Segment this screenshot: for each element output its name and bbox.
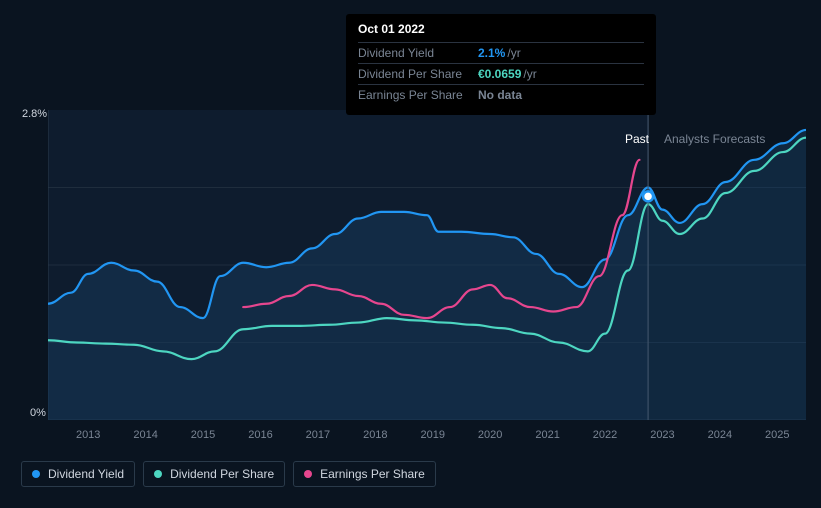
tooltip-row: Dividend Per Share €0.0659 /yr bbox=[358, 64, 644, 85]
legend-item-dividend-yield[interactable]: Dividend Yield bbox=[21, 461, 135, 487]
x-tick: 2025 bbox=[765, 429, 789, 441]
tooltip-label: Dividend Yield bbox=[358, 46, 478, 60]
tooltip-row: Dividend Yield 2.1% /yr bbox=[358, 43, 644, 64]
x-tick: 2023 bbox=[650, 429, 674, 441]
x-tick: 2024 bbox=[708, 429, 732, 441]
x-tick: 2016 bbox=[248, 429, 272, 441]
region-past-label: Past bbox=[625, 132, 649, 146]
tooltip-value: 2.1% bbox=[478, 46, 505, 60]
tooltip-label: Earnings Per Share bbox=[358, 88, 478, 102]
legend-dot-icon bbox=[32, 470, 40, 478]
x-tick: 2017 bbox=[306, 429, 330, 441]
tooltip-value: €0.0659 bbox=[478, 67, 521, 81]
tooltip-unit: /yr bbox=[523, 67, 536, 81]
x-tick: 2022 bbox=[593, 429, 617, 441]
x-tick: 2019 bbox=[420, 429, 444, 441]
x-tick: 2013 bbox=[76, 429, 100, 441]
legend-dot-icon bbox=[154, 470, 162, 478]
chart-tooltip: Oct 01 2022 Dividend Yield 2.1% /yr Divi… bbox=[346, 14, 656, 115]
tooltip-label: Dividend Per Share bbox=[358, 67, 478, 81]
x-tick: 2015 bbox=[191, 429, 215, 441]
x-axis: 2013 2014 2015 2016 2017 2018 2019 2020 2021 2022… bbox=[48, 429, 821, 447]
x-tick: 2014 bbox=[133, 429, 157, 441]
x-tick: 2020 bbox=[478, 429, 502, 441]
legend-item-earnings-per-share[interactable]: Earnings Per Share bbox=[293, 461, 436, 487]
legend-label: Earnings Per Share bbox=[320, 467, 425, 481]
legend-label: Dividend Per Share bbox=[170, 467, 274, 481]
y-axis-min: 0% bbox=[30, 407, 46, 419]
dividend-chart: Oct 01 2022 Dividend Yield 2.1% /yr Divi… bbox=[0, 0, 821, 508]
x-tick: 2021 bbox=[535, 429, 559, 441]
tooltip-unit: /yr bbox=[507, 46, 520, 60]
tooltip-value: No data bbox=[478, 88, 522, 102]
tooltip-row: Earnings Per Share No data bbox=[358, 85, 644, 105]
chart-legend: Dividend Yield Dividend Per Share Earnin… bbox=[21, 461, 436, 487]
legend-label: Dividend Yield bbox=[48, 467, 124, 481]
region-forecast-label: Analysts Forecasts bbox=[664, 132, 765, 146]
tooltip-date: Oct 01 2022 bbox=[358, 22, 644, 43]
x-tick: 2018 bbox=[363, 429, 387, 441]
legend-item-dividend-per-share[interactable]: Dividend Per Share bbox=[143, 461, 285, 487]
y-axis-max: 2.8% bbox=[22, 108, 47, 120]
legend-dot-icon bbox=[304, 470, 312, 478]
plot-area[interactable] bbox=[48, 110, 806, 420]
